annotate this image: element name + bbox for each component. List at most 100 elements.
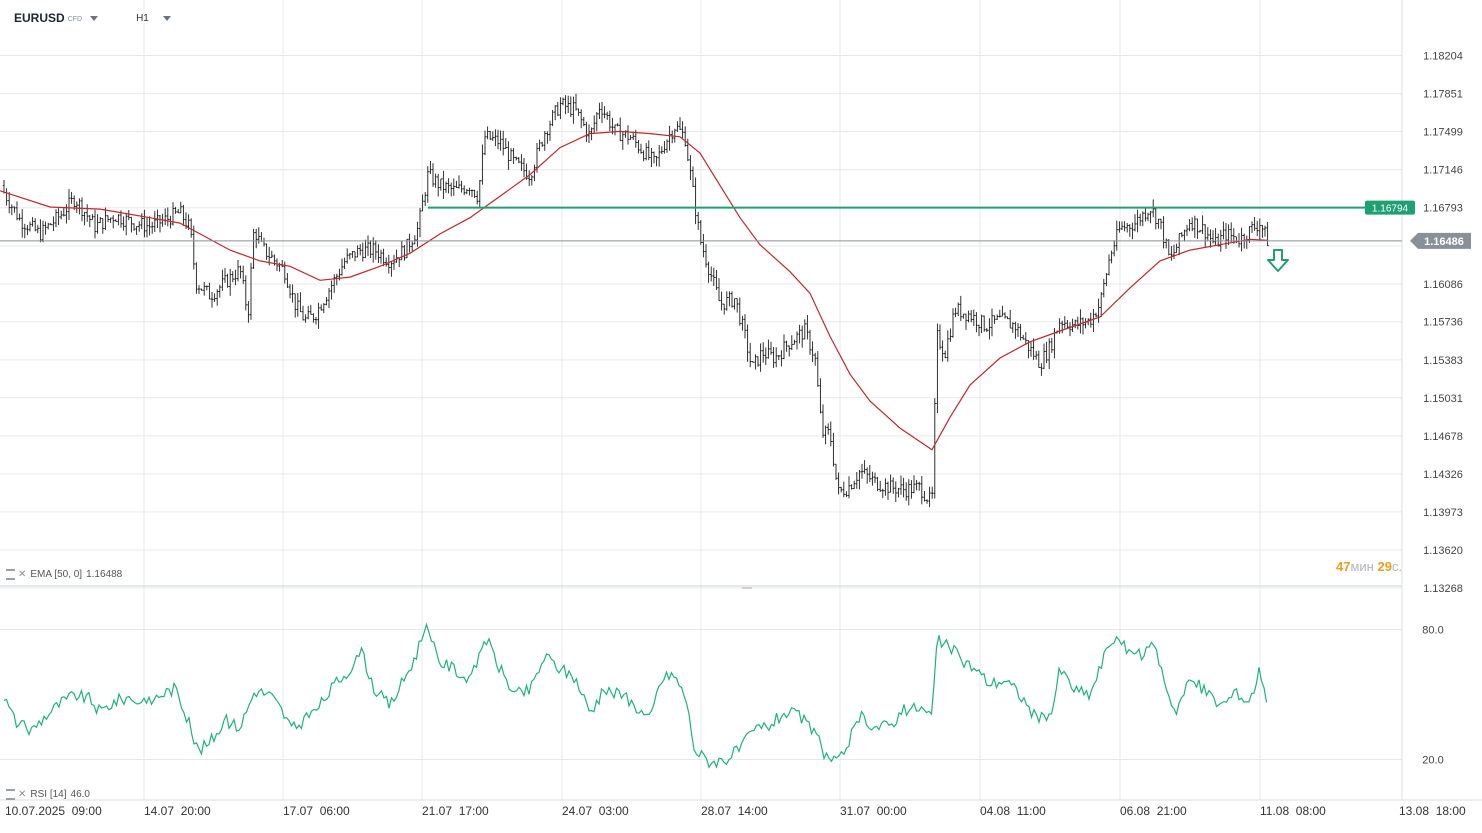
ohlc-bar — [824, 425, 827, 445]
ohlc-bar — [395, 249, 398, 263]
rsi-legend: ✕ RSI [14] 46.0 — [6, 789, 90, 800]
indicator-toggle-icon[interactable] — [6, 789, 15, 800]
rsi-legend-label: RSI [14] — [30, 789, 67, 800]
ohlc-bar — [694, 177, 697, 225]
ohlc-bar — [572, 96, 575, 124]
ohlc-bar — [36, 224, 39, 234]
ohlc-bar — [408, 233, 411, 253]
ohlc-bar — [468, 187, 471, 196]
ohlc-bar — [127, 210, 130, 221]
ohlc-bar — [49, 223, 52, 226]
ohlc-bar — [933, 398, 936, 499]
close-icon[interactable]: ✕ — [18, 569, 27, 580]
ohlc-bar — [829, 421, 832, 447]
ohlc-bar — [977, 324, 981, 337]
ohlc-bar — [309, 304, 312, 315]
ohlc-bar — [652, 151, 656, 164]
ohlc-bar — [54, 209, 58, 228]
ohlc-bar — [884, 478, 887, 496]
ohlc-bar — [1253, 217, 1256, 231]
ohlc-bar — [743, 314, 747, 339]
ohlc-bar — [34, 218, 37, 232]
ohlc-bar — [39, 219, 42, 243]
ohlc-bar — [629, 134, 632, 140]
ohlc-bar — [382, 248, 385, 267]
ohlc-bar — [275, 258, 279, 272]
ohlc-bar — [788, 345, 791, 357]
rsi-legend-value: 46.0 — [70, 789, 90, 800]
ohlc-bar — [1149, 210, 1152, 224]
timeframe-selector[interactable]: H1 — [98, 13, 171, 24]
ohlc-bar — [577, 108, 580, 116]
ohlc-bar — [1024, 332, 1027, 345]
ema-legend-value: 1.16488 — [86, 569, 123, 580]
time-tick-label: 31.07 00:00 — [840, 804, 907, 818]
chevron-down-icon[interactable] — [90, 15, 99, 21]
ohlc-bar — [213, 293, 216, 303]
ohlc-bar — [959, 295, 962, 321]
ohlc-bar — [845, 491, 848, 497]
symbol-selector[interactable]: EURUSD CFD — [14, 11, 99, 25]
ohlc-bar — [153, 211, 156, 232]
arrow-down-icon[interactable] — [1267, 249, 1289, 272]
ohlc-bar — [1063, 316, 1066, 329]
ohlc-bar — [655, 155, 658, 167]
ohlc-bar — [608, 110, 611, 132]
ohlc-bar — [174, 206, 177, 214]
ohlc-bar — [798, 324, 801, 344]
vertical-grid — [143, 0, 1261, 800]
ohlc-bar — [1227, 224, 1230, 246]
ohlc-bar — [335, 273, 338, 286]
ohlc-bar — [892, 477, 895, 494]
ohlc-bar — [741, 315, 744, 331]
indicator-toggle-icon[interactable] — [6, 569, 15, 580]
ohlc-bar — [496, 129, 500, 150]
ohlc-bar — [759, 343, 762, 372]
horizontal-level-tag[interactable]: 1.16794 — [1365, 200, 1415, 215]
timeframe-label: H1 — [136, 12, 149, 24]
price-tick-label: 1.14326 — [1423, 469, 1463, 481]
ohlc-bar — [616, 123, 619, 127]
ohlc-bar — [70, 191, 73, 204]
chevron-down-icon[interactable] — [162, 15, 171, 21]
rsi-axis-labels: 80.0 20.0 — [1422, 625, 1443, 767]
ohlc-bar — [304, 314, 307, 323]
ohlc-bar — [915, 479, 918, 491]
ohlc-bar — [1224, 223, 1228, 249]
ohlc-bar — [320, 304, 323, 311]
current-price-tag-label: 1.16486 — [1424, 236, 1464, 248]
ohlc-bar — [418, 208, 422, 238]
ohlc-bar — [1071, 318, 1074, 333]
ohlc-bar — [374, 240, 377, 260]
ohlc-bar — [1131, 222, 1134, 240]
ohlc-bar — [434, 173, 437, 188]
ohlc-bar — [41, 220, 45, 243]
ohlc-bar — [1162, 216, 1165, 249]
ohlc-bar — [897, 487, 900, 498]
ohlc-bar — [671, 130, 674, 144]
ohlc-bar — [1006, 316, 1009, 320]
ohlc-bar — [990, 308, 994, 337]
rsi-line — [3, 622, 1268, 769]
ohlc-bar — [1123, 221, 1126, 232]
ohlc-bar — [910, 480, 913, 499]
ohlc-bar — [325, 296, 328, 306]
close-icon[interactable]: ✕ — [18, 789, 27, 800]
ohlc-bar — [151, 221, 154, 234]
countdown-minutes: 47 — [1336, 559, 1351, 574]
ohlc-bar — [704, 244, 708, 268]
ohlc-bar — [322, 302, 325, 314]
ohlc-bar — [478, 179, 481, 208]
ohlc-bar — [954, 307, 957, 318]
ohlc-bar — [1050, 337, 1053, 353]
ohlc-bar — [720, 291, 723, 311]
ohlc-bar — [665, 139, 669, 153]
ohlc-bar — [13, 206, 16, 213]
ohlc-bar — [1068, 322, 1072, 337]
ohlc-bar — [837, 472, 840, 495]
price-tick-label: 1.13620 — [1423, 545, 1463, 557]
ohlc-bar — [528, 170, 531, 187]
ohlc-bar — [197, 285, 201, 295]
ohlc-bar — [158, 215, 162, 233]
